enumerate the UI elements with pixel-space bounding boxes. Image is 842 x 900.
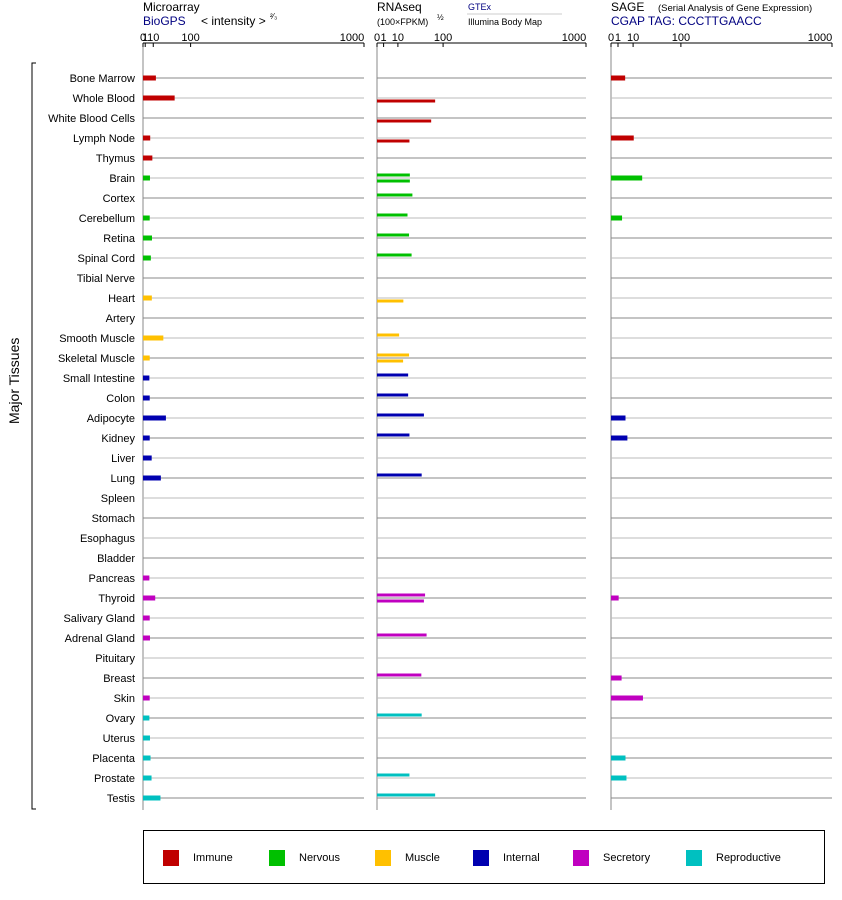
tissue-label: Skeletal Muscle — [58, 353, 135, 365]
legend-swatch — [269, 850, 285, 866]
legend-swatch — [473, 850, 489, 866]
microarray-tick-label: 1000 — [340, 32, 364, 44]
microarray-tick-label: 100 — [181, 32, 199, 44]
tissue-label: Brain — [109, 173, 135, 185]
sage-title: SAGE — [611, 0, 644, 14]
tissue-label: Cortex — [103, 193, 136, 205]
legend-item-secretory: Secretory — [573, 850, 650, 866]
tissue-label: Stomach — [92, 513, 135, 525]
tissue-label: Colon — [106, 393, 135, 405]
legend-label: Muscle — [405, 852, 440, 864]
tissue-label: Bladder — [97, 553, 135, 565]
legend: Immune Nervous Muscle Internal Secretory Repr… — [143, 830, 825, 884]
tissue-label: Thyroid — [98, 593, 135, 605]
legend-label: Secretory — [603, 852, 651, 864]
tissue-label: Heart — [108, 293, 135, 305]
sage-subtitle: (Serial Analysis of Gene Expression) — [658, 3, 812, 14]
tissue-label: Testis — [107, 793, 136, 805]
rnaseq-unit: (100×FPKM) — [377, 17, 428, 27]
legend-swatch — [573, 850, 589, 866]
tissue-label: White Blood Cells — [48, 113, 135, 125]
legend-label: Reproductive — [716, 852, 781, 864]
rnaseq-tick-label: 1000 — [562, 32, 586, 44]
rnaseq-unit-exponent: ½ — [437, 13, 444, 22]
legend-label: Nervous — [299, 852, 340, 864]
tissue-label: Prostate — [94, 773, 135, 785]
tissue-label: Pituitary — [95, 653, 135, 665]
sage-tick-label: 1 — [615, 32, 621, 44]
legend-swatch — [686, 850, 702, 866]
microarray-source: BioGPS — [143, 14, 186, 28]
sage-tag: CGAP TAG: CCCTTGAACC — [611, 14, 762, 28]
tissue-label: Lung — [111, 473, 135, 485]
legend-item-reproductive: Reproductive — [686, 850, 781, 866]
microarray-tick-label: 0 — [140, 32, 146, 44]
tissue-label: Skin — [114, 693, 135, 705]
legend-label: Immune — [193, 852, 233, 864]
sage-tick-label: 0 — [608, 32, 614, 44]
tissue-label: Liver — [111, 453, 135, 465]
tissue-label: Spinal Cord — [78, 253, 135, 265]
legend-item-muscle: Muscle — [375, 850, 440, 866]
legend-swatch — [375, 850, 391, 866]
rnaseq-source-illumina: Illumina Body Map — [468, 17, 542, 27]
sage-tick-label: 100 — [672, 32, 690, 44]
tissue-label: Pancreas — [89, 573, 136, 585]
sage-tick-label: 10 — [627, 32, 639, 44]
rnaseq-title: RNAseq — [377, 0, 422, 14]
tissue-label: Small Intestine — [63, 373, 135, 385]
rnaseq-panel: 0 1 10 100 1000 — [374, 32, 587, 810]
tissue-label: Esophagus — [80, 533, 136, 545]
legend-item-nervous: Nervous — [269, 850, 340, 866]
tissue-bracket — [31, 62, 36, 810]
microarray-title: Microarray — [143, 0, 200, 14]
sage-tick-label: 1000 — [808, 32, 832, 44]
y-axis-title: Major Tissues — [6, 338, 22, 424]
tissue-label: Uterus — [103, 733, 136, 745]
tissue-label: Cerebellum — [79, 213, 135, 225]
microarray-tick-label: 10 — [147, 32, 159, 44]
tissue-label: Whole Blood — [73, 93, 135, 105]
rnaseq-tick-label: 1 — [381, 32, 387, 44]
microarray-unit: < intensity > — [201, 14, 266, 28]
tissue-label: Breast — [103, 673, 135, 685]
tissue-label: Bone Marrow — [70, 73, 135, 85]
sage-panel: 0 1 10 100 1000 — [608, 32, 833, 810]
microarray-tick-label: 1 — [142, 32, 148, 44]
tissue-label: Kidney — [101, 433, 135, 445]
tissue-label: Thymus — [96, 153, 136, 165]
tissue-label: Smooth Muscle — [59, 333, 135, 345]
tissue-label: Adrenal Gland — [65, 633, 135, 645]
tissue-label: Spleen — [101, 493, 135, 505]
legend-swatch — [163, 850, 179, 866]
legend-label: Internal — [503, 852, 540, 864]
rnaseq-tick-label: 10 — [392, 32, 404, 44]
tissue-label: Lymph Node — [73, 133, 135, 145]
tissue-label: Artery — [106, 313, 136, 325]
rnaseq-tick-label: 0 — [374, 32, 380, 44]
rnaseq-source-gtex: GTEx — [468, 2, 492, 12]
tissue-label: Placenta — [92, 753, 136, 765]
tissue-label: Retina — [103, 233, 136, 245]
microarray-unit-exponent: ²⁄₃ — [270, 12, 277, 21]
tissue-label: Salivary Gland — [63, 613, 135, 625]
tissue-label: Tibial Nerve — [77, 273, 135, 285]
legend-item-immune: Immune — [163, 850, 233, 866]
legend-item-internal: Internal — [473, 850, 540, 866]
tissue-label: Adipocyte — [87, 413, 135, 425]
rnaseq-tick-label: 100 — [434, 32, 452, 44]
tissue-label: Ovary — [106, 713, 136, 725]
